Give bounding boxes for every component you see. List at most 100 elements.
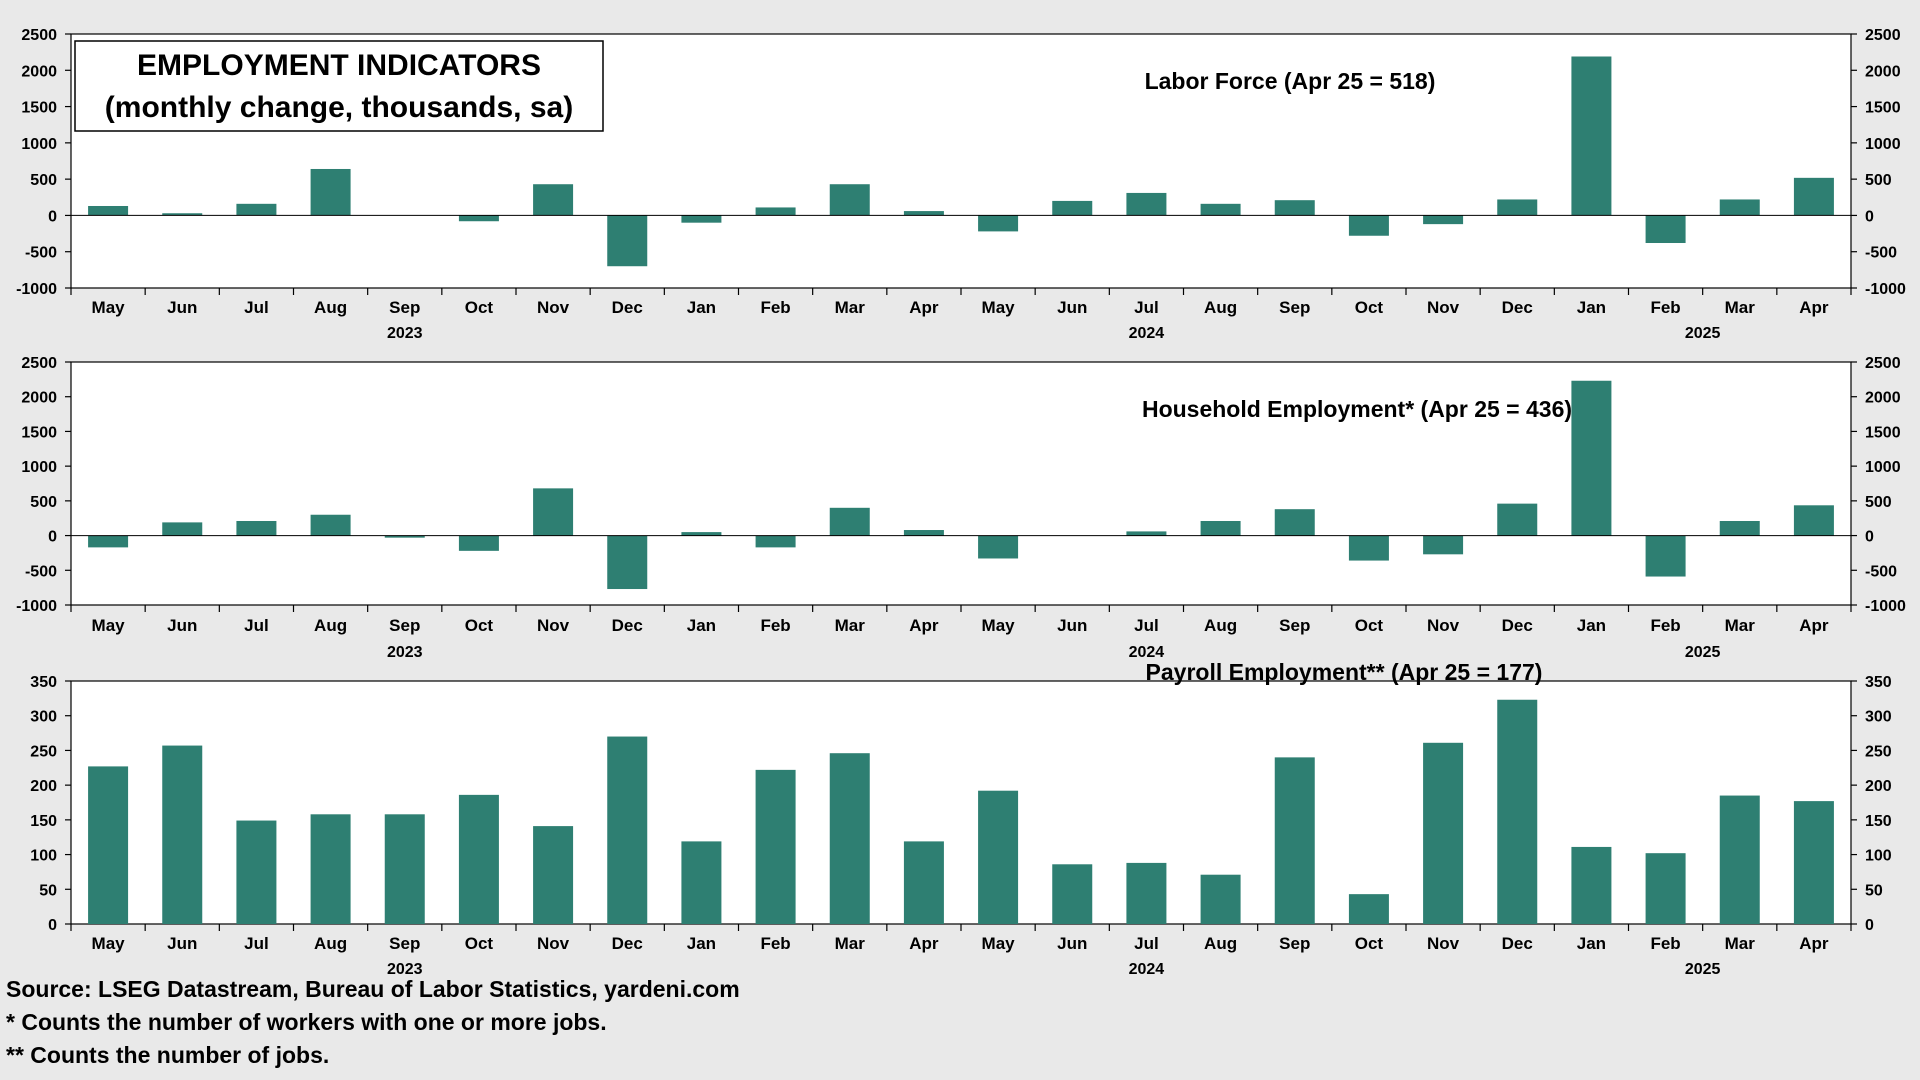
- bar: [88, 535, 129, 548]
- x-tick-label: Dec: [612, 934, 643, 953]
- header-box: EMPLOYMENT INDICATORS (monthly change, t…: [74, 40, 604, 132]
- x-tick-label: Jan: [687, 298, 716, 317]
- bar: [1200, 520, 1241, 536]
- bar: [607, 736, 648, 924]
- plot-area: [70, 680, 1852, 925]
- x-tick-label: Sep: [1279, 298, 1310, 317]
- y-tick-label-left: 200: [30, 778, 57, 795]
- bar: [1793, 505, 1834, 536]
- bar: [1126, 531, 1167, 536]
- chart-title: Payroll Employment** (Apr 25 = 177): [1146, 659, 1543, 685]
- bar: [384, 814, 425, 924]
- x-tick-label: Nov: [1427, 934, 1460, 953]
- y-tick-label-left: 500: [30, 172, 57, 189]
- bar: [458, 535, 499, 551]
- y-tick-label-right: 1000: [1865, 136, 1901, 153]
- bar: [829, 753, 870, 924]
- y-tick-label-right: 250: [1865, 743, 1892, 760]
- x-tick-label: Jun: [1057, 298, 1087, 317]
- y-tick-label-left: 500: [30, 494, 57, 511]
- x-tick-label: Feb: [1650, 298, 1680, 317]
- x-tick-label: Nov: [537, 298, 570, 317]
- y-tick-label-right: 300: [1865, 709, 1892, 726]
- x-tick-label: Jul: [244, 934, 269, 953]
- bar: [607, 215, 648, 267]
- bar: [533, 184, 574, 216]
- x-tick-label: Apr: [1799, 616, 1829, 635]
- x-tick-label: Aug: [314, 616, 347, 635]
- bar: [236, 520, 277, 536]
- x-tick-label: Aug: [314, 934, 347, 953]
- bar: [1645, 215, 1686, 244]
- bar: [1200, 874, 1241, 924]
- bar: [978, 215, 1019, 232]
- y-tick-label-left: 150: [30, 813, 57, 830]
- x-tick-label: Jun: [167, 298, 197, 317]
- bar: [903, 530, 944, 536]
- bar: [1423, 215, 1464, 225]
- y-tick-label-right: 0: [1865, 529, 1874, 546]
- y-tick-label-right: 50: [1865, 882, 1883, 899]
- y-tick-label-left: 350: [30, 674, 57, 691]
- x-year-label: 2024: [1129, 325, 1165, 342]
- x-tick-label: Jul: [1134, 934, 1159, 953]
- footer-source: Source: LSEG Datastream, Bureau of Labor…: [6, 976, 740, 1002]
- x-tick-label: May: [982, 616, 1016, 635]
- y-tick-label-right: -500: [1865, 563, 1897, 580]
- bar: [162, 522, 203, 536]
- bar: [903, 841, 944, 924]
- bar: [1571, 56, 1612, 216]
- y-tick-label-right: 0: [1865, 208, 1874, 225]
- bar: [607, 535, 648, 590]
- x-tick-label: Sep: [389, 616, 420, 635]
- bar: [978, 790, 1019, 924]
- bar: [681, 841, 722, 924]
- x-tick-label: Sep: [1279, 616, 1310, 635]
- bar: [1423, 535, 1464, 555]
- chart-panel-3: 350 350 300 300 250 250 200 200 150 150 100 100 50 50…: [30, 659, 1892, 978]
- bar: [384, 535, 425, 538]
- x-tick-label: Jun: [1057, 934, 1087, 953]
- x-tick-label: Jun: [1057, 616, 1087, 635]
- x-tick-label: May: [982, 298, 1016, 317]
- y-tick-label-right: -1000: [1865, 598, 1906, 615]
- y-tick-label-right: -1000: [1865, 281, 1906, 298]
- y-tick-label-right: 2500: [1865, 355, 1901, 372]
- x-year-label: 2023: [387, 644, 423, 661]
- bar: [88, 205, 129, 216]
- y-tick-label-left: 0: [48, 208, 57, 225]
- bar: [1645, 535, 1686, 577]
- bar: [681, 215, 722, 223]
- y-tick-label-left: 300: [30, 709, 57, 726]
- x-year-label: 2025: [1685, 644, 1721, 661]
- bar: [1274, 509, 1315, 536]
- bar: [533, 826, 574, 924]
- bar: [1645, 853, 1686, 924]
- bar: [533, 488, 574, 536]
- x-tick-label: Oct: [1355, 298, 1384, 317]
- y-tick-label-left: 50: [39, 882, 57, 899]
- bar: [162, 745, 203, 924]
- x-tick-label: Jan: [1577, 298, 1606, 317]
- x-tick-label: Dec: [1502, 298, 1533, 317]
- x-tick-label: Aug: [1204, 298, 1237, 317]
- bar: [1423, 742, 1464, 924]
- y-tick-label-left: 100: [30, 848, 57, 865]
- x-tick-label: Jan: [687, 616, 716, 635]
- x-tick-label: Mar: [1725, 616, 1756, 635]
- y-tick-label-left: 2000: [21, 390, 57, 407]
- y-tick-label-left: 250: [30, 743, 57, 760]
- y-tick-label-right: 0: [1865, 917, 1874, 934]
- bar: [1793, 801, 1834, 924]
- y-tick-label-left: 0: [48, 529, 57, 546]
- x-tick-label: Feb: [1650, 934, 1680, 953]
- x-tick-label: Feb: [760, 934, 790, 953]
- x-tick-label: Nov: [537, 934, 570, 953]
- x-tick-label: Oct: [465, 298, 494, 317]
- x-tick-label: Jun: [167, 616, 197, 635]
- x-tick-label: Mar: [835, 298, 866, 317]
- bar: [1348, 894, 1389, 924]
- chart-panel-1: 2500 2500 2000 2000 1500 1500 1000 1000 500 500 0 0…: [16, 27, 1906, 342]
- y-tick-label-left: 1000: [21, 459, 57, 476]
- y-tick-label-right: 500: [1865, 494, 1892, 511]
